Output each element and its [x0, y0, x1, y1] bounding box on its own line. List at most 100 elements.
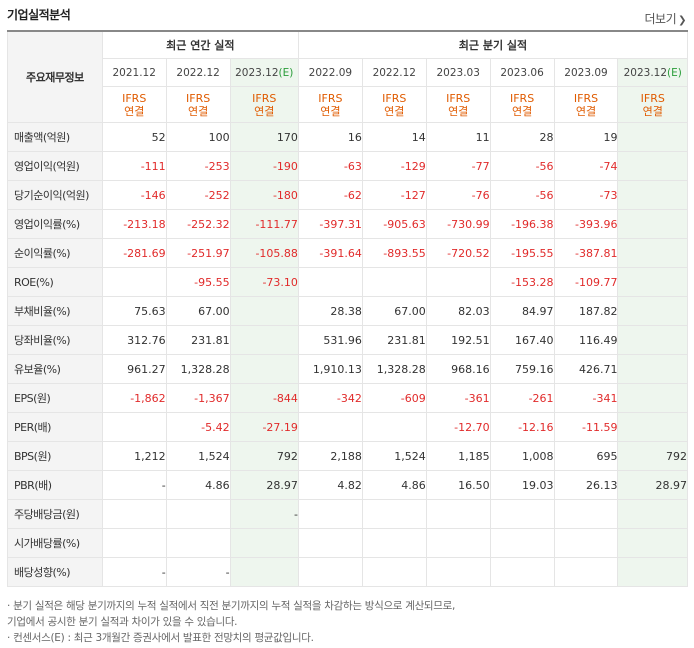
table-cell: -196.38: [489, 209, 555, 239]
table-cell: [617, 151, 688, 181]
period-header: 2023.09: [553, 58, 619, 87]
table-cell: 100: [165, 122, 231, 152]
row-label: 순이익률(%): [7, 238, 103, 268]
table-cell: 52: [101, 122, 167, 152]
table-cell: -361: [425, 383, 491, 413]
table-cell: 1,212: [101, 441, 167, 471]
footnote-3: · 컨센서스(E) : 최근 3개월간 증권사에서 발표한 전망치의 평균값입니…: [7, 632, 314, 644]
table-cell: 16: [297, 122, 363, 152]
row-label: 매출액(억원): [7, 122, 103, 152]
table-cell: [617, 557, 688, 587]
table-cell: -74: [553, 151, 619, 181]
table-cell: [297, 528, 363, 558]
table-cell: -1,367: [165, 383, 231, 413]
table-cell: -195.55: [489, 238, 555, 268]
table-cell: [229, 528, 299, 558]
table-cell: [617, 122, 688, 152]
table-cell: -77: [425, 151, 491, 181]
table-row: BPS(원) 1,212 1,524 792 2,188 1,524 1,185 1,008 6…: [7, 441, 688, 471]
footnote-2: 기업에서 공시한 분기 실적과 차이가 있을 수 있습니다.: [7, 616, 238, 628]
basis-header: IFRS 연결: [489, 86, 555, 123]
more-link[interactable]: 더보기 ❯: [644, 10, 686, 27]
table-cell: 187.82: [553, 296, 619, 326]
table-cell: 67.00: [165, 296, 231, 326]
table-cell: [297, 557, 363, 587]
table-cell: [617, 296, 688, 326]
table-cell: 192.51: [425, 325, 491, 355]
table-cell: 28.38: [297, 296, 363, 326]
table-cell: [101, 267, 167, 297]
table-cell: -387.81: [553, 238, 619, 268]
table-cell: -: [165, 557, 231, 587]
basis-header: IFRS 연결: [101, 86, 167, 123]
table-cell: -281.69: [101, 238, 167, 268]
table-cell: -393.96: [553, 209, 619, 239]
table-cell: [361, 528, 427, 558]
table-cell: 792: [617, 441, 688, 471]
basis-header: IFRS 연결: [361, 86, 427, 123]
table-cell: [229, 296, 299, 326]
table-cell: [297, 412, 363, 442]
table-cell: -73.10: [229, 267, 299, 297]
row-label: ROE(%): [7, 267, 103, 297]
period-header: 2021.12: [101, 58, 167, 87]
table-cell: 4.82: [297, 470, 363, 500]
table-cell: 19.03: [489, 470, 555, 500]
basis-header: IFRS 연결: [297, 86, 363, 123]
row-label: 주당배당금(원): [7, 499, 103, 529]
table-cell: 231.81: [165, 325, 231, 355]
table-cell: [297, 499, 363, 529]
table-cell: [101, 499, 167, 529]
row-label: 영업이익률(%): [7, 209, 103, 239]
table-cell: 1,524: [361, 441, 427, 471]
table-cell: -: [101, 557, 167, 587]
table-cell: -252: [165, 180, 231, 210]
table-cell: 312.76: [101, 325, 167, 355]
table-cell: [617, 325, 688, 355]
table-cell: [361, 499, 427, 529]
financial-table: 주요재무정보 최근 연간 실적 최근 분기 실적 2021.12 2022.12 2…: [7, 30, 689, 587]
row-label: 시가배당률(%): [7, 528, 103, 558]
chevron-right-icon: ❯: [678, 15, 686, 26]
table-cell: [425, 557, 491, 587]
table-cell: -153.28: [489, 267, 555, 297]
table-cell: [165, 499, 231, 529]
table-cell: [489, 557, 555, 587]
table-cell: [617, 383, 688, 413]
table-cell: 4.86: [361, 470, 427, 500]
table-cell: -: [101, 470, 167, 500]
table-cell: 968.16: [425, 354, 491, 384]
table-row: 시가배당률(%): [7, 528, 688, 558]
table-cell: -127: [361, 180, 427, 210]
row-label: 배당성향(%): [7, 557, 103, 587]
table-cell: -844: [229, 383, 299, 413]
table-cell: -: [229, 499, 299, 529]
table-cell: 1,328.28: [361, 354, 427, 384]
table-cell: -111: [101, 151, 167, 181]
table-row: 유보율(%) 961.27 1,328.28 1,910.13 1,328.28 968.…: [7, 354, 688, 384]
table-cell: -11.59: [553, 412, 619, 442]
table-cell: [489, 499, 555, 529]
table-row: PBR(배) -4.86 28.97 4.82 4.86 16.50 19.03 26.13 2…: [7, 470, 688, 500]
table-cell: -76: [425, 180, 491, 210]
table-cell: 28.97: [229, 470, 299, 500]
table-cell: 426.71: [553, 354, 619, 384]
table-cell: 82.03: [425, 296, 491, 326]
table-row: 당좌비율(%) 312.76 231.81 531.96 231.81 192.51 167…: [7, 325, 688, 355]
table-cell: 231.81: [361, 325, 427, 355]
basis-header: IFRS 연결: [425, 86, 491, 123]
table-cell: 1,524: [165, 441, 231, 471]
table-cell: [165, 528, 231, 558]
table-cell: -95.55: [165, 267, 231, 297]
table-cell: [617, 180, 688, 210]
table-cell: -56: [489, 151, 555, 181]
table-cell: -342: [297, 383, 363, 413]
table-cell: [229, 354, 299, 384]
table-cell: [617, 267, 688, 297]
table-cell: 759.16: [489, 354, 555, 384]
table-cell: 1,008: [489, 441, 555, 471]
table-row: 매출액(억원) 52 100 170 16 14 11 28 19: [7, 122, 688, 152]
table-cell: [617, 238, 688, 268]
period-header: 2022.12: [165, 58, 231, 87]
table-cell: -27.19: [229, 412, 299, 442]
